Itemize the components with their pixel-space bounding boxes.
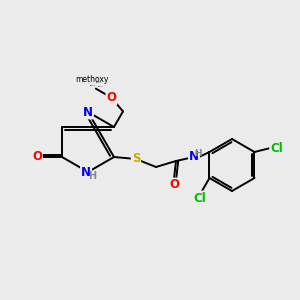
Text: N: N <box>189 151 199 164</box>
Text: O: O <box>169 178 179 191</box>
Text: methoxy: methoxy <box>98 85 104 87</box>
Text: O: O <box>106 91 116 104</box>
Text: H: H <box>88 171 96 181</box>
Text: N: N <box>81 166 91 178</box>
Text: Cl: Cl <box>193 191 206 205</box>
Text: methoxy: methoxy <box>90 85 96 86</box>
Text: O: O <box>32 151 42 164</box>
Text: methoxy: methoxy <box>96 81 102 83</box>
Text: S: S <box>132 152 140 166</box>
Text: N: N <box>83 106 93 118</box>
Text: Cl: Cl <box>270 142 283 154</box>
Text: H: H <box>194 149 202 158</box>
Text: methoxy: methoxy <box>75 75 109 84</box>
